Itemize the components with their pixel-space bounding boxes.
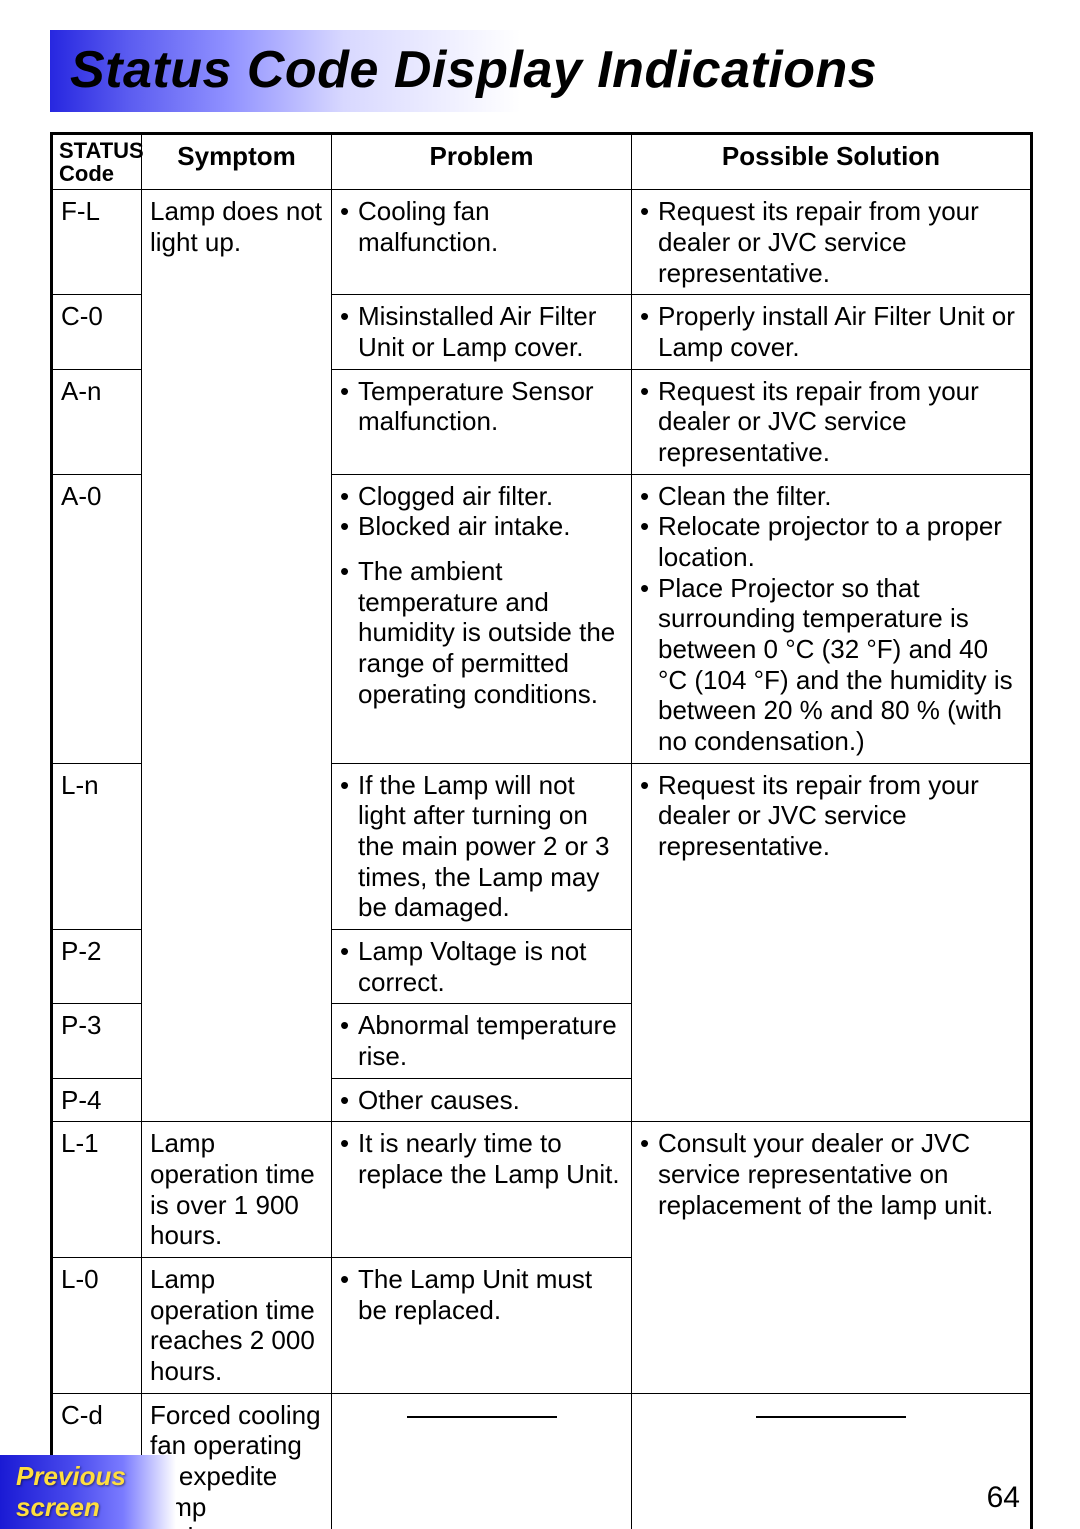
problem-cell: Cooling fan malfunction. <box>332 190 632 295</box>
status-code: A-n <box>52 369 142 474</box>
problem-cell: If the Lamp will not light after turning… <box>332 763 632 929</box>
title-bar: Status Code Display Indications <box>50 30 1030 112</box>
page-title: Status Code Display Indications <box>70 41 877 99</box>
problem-cell: Abnormal temperature rise. <box>332 1004 632 1078</box>
solution-cell: Request its repair from your dealer or J… <box>632 369 1032 474</box>
symptom-cell: Lamp operation time is over 1 900 hours. <box>142 1122 332 1258</box>
page-number: 64 <box>987 1481 1020 1515</box>
status-code-table: STATUS Code Symptom Problem Possible Sol… <box>50 132 1033 1529</box>
status-code: P-3 <box>52 1004 142 1078</box>
solution-cell: Request its repair from your dealer or J… <box>632 190 1032 295</box>
col-header-problem: Problem <box>332 134 632 190</box>
col-header-status: STATUS Code <box>52 134 142 190</box>
problem-cell: Temperature Sensor malfunction. <box>332 369 632 474</box>
prev-label-line2: screen <box>16 1492 100 1522</box>
solution-cell: Consult your dealer or JVC service repre… <box>632 1122 1032 1393</box>
footer: Previous screen 64 <box>0 1459 1080 1529</box>
problem-cell: It is nearly time to replace the Lamp Un… <box>332 1122 632 1258</box>
solution-cell: Request its repair from your dealer or J… <box>632 763 1032 1122</box>
col-header-symptom: Symptom <box>142 134 332 190</box>
problem-cell: Lamp Voltage is not correct. <box>332 929 632 1003</box>
symptom-cell: Lamp operation time reaches 2 000 hours. <box>142 1258 332 1394</box>
solution-cell: Properly install Air Filter Unit or Lamp… <box>632 295 1032 369</box>
problem-cell: Misinstalled Air Filter Unit or Lamp cov… <box>332 295 632 369</box>
status-code: L-1 <box>52 1122 142 1258</box>
problem-cell: Other causes. <box>332 1078 632 1122</box>
table-row: L-1 Lamp operation time is over 1 900 ho… <box>52 1122 1032 1258</box>
status-code: A-0 <box>52 474 142 763</box>
symptom-cell: Lamp does not light up. <box>142 190 332 1122</box>
status-code: L-n <box>52 763 142 929</box>
page: Status Code Display Indications STATUS C… <box>0 0 1080 1529</box>
problem-cell: The Lamp Unit must be replaced. <box>332 1258 632 1394</box>
status-code: L-0 <box>52 1258 142 1394</box>
solution-cell: Clean the filter. Relocate projector to … <box>632 474 1032 763</box>
previous-screen-button[interactable]: Previous screen <box>0 1455 176 1529</box>
status-code: C-0 <box>52 295 142 369</box>
problem-cell: Clogged air filter. Blocked air intake. … <box>332 474 632 763</box>
prev-label-line1: Previous <box>16 1461 126 1491</box>
table-header-row: STATUS Code Symptom Problem Possible Sol… <box>52 134 1032 190</box>
col-header-solution: Possible Solution <box>632 134 1032 190</box>
dash-icon <box>756 1416 906 1418</box>
table-row: F-L Lamp does not light up. Cooling fan … <box>52 190 1032 295</box>
status-code: F-L <box>52 190 142 295</box>
status-code: P-4 <box>52 1078 142 1122</box>
dash-icon <box>407 1416 557 1418</box>
status-code: P-2 <box>52 929 142 1003</box>
